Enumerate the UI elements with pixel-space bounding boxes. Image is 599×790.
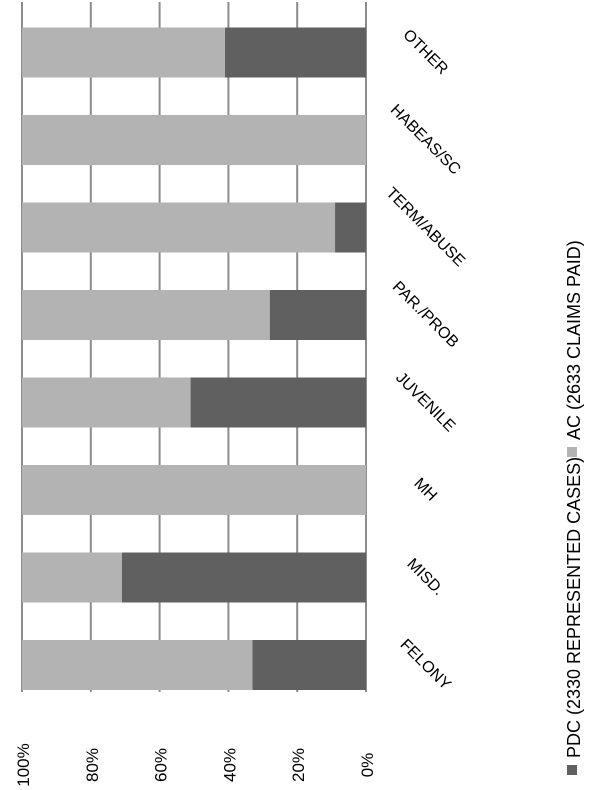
bar-segment-ac (22, 640, 253, 690)
legend: PDC (2330 REPRESENTED CASES) AC (2633 CLA… (564, 240, 584, 775)
value-tick-label: 80% (83, 748, 102, 782)
value-tick-label: 40% (220, 748, 239, 782)
bar-segment-pdc (224, 27, 366, 78)
category-label: MISD. (403, 556, 446, 599)
category-label: FELONY (397, 636, 455, 694)
bar-segment-pdc (269, 290, 366, 340)
bar-segment-ac (22, 290, 270, 340)
bars (22, 27, 366, 690)
value-axis: 0% 20% 40% 60% 80% 100% (14, 743, 377, 786)
category-label: JUVENILE (392, 369, 458, 435)
legend-swatch-pdc (567, 765, 577, 775)
category-label: OTHER (399, 26, 451, 78)
legend-swatch-ac (567, 447, 577, 457)
bar-segment-ac (22, 465, 366, 515)
category-label: PAR./PROB (389, 278, 462, 351)
category-label: TERM/ABUSE (382, 185, 468, 271)
bar-segment-pdc (252, 640, 366, 690)
category-label: MH (410, 475, 440, 505)
bar-segment-pdc (121, 552, 366, 603)
value-tick-label: 100% (14, 743, 33, 786)
legend-label-ac: AC (2633 CLAIMS PAID) (564, 240, 584, 440)
bar-segment-ac (22, 27, 225, 78)
category-label: HABEAS/SC (387, 101, 464, 178)
legend-label-pdc: PDC (2330 REPRESENTED CASES) (564, 457, 584, 758)
bar-segment-ac (22, 115, 366, 165)
bar-segment-ac (22, 552, 122, 603)
value-tick-label: 20% (289, 748, 308, 782)
value-tick-label: 60% (152, 748, 171, 782)
category-axis: FELONY MISD. MH JUVENILE PAR./PROBTERM/ABUSE… (382, 26, 468, 693)
bar-segment-ac (22, 202, 336, 253)
bar-segment-pdc (335, 202, 366, 253)
bar-segment-ac (22, 377, 191, 428)
bar-segment-pdc (190, 377, 366, 428)
value-tick-label: 0% (358, 753, 377, 778)
